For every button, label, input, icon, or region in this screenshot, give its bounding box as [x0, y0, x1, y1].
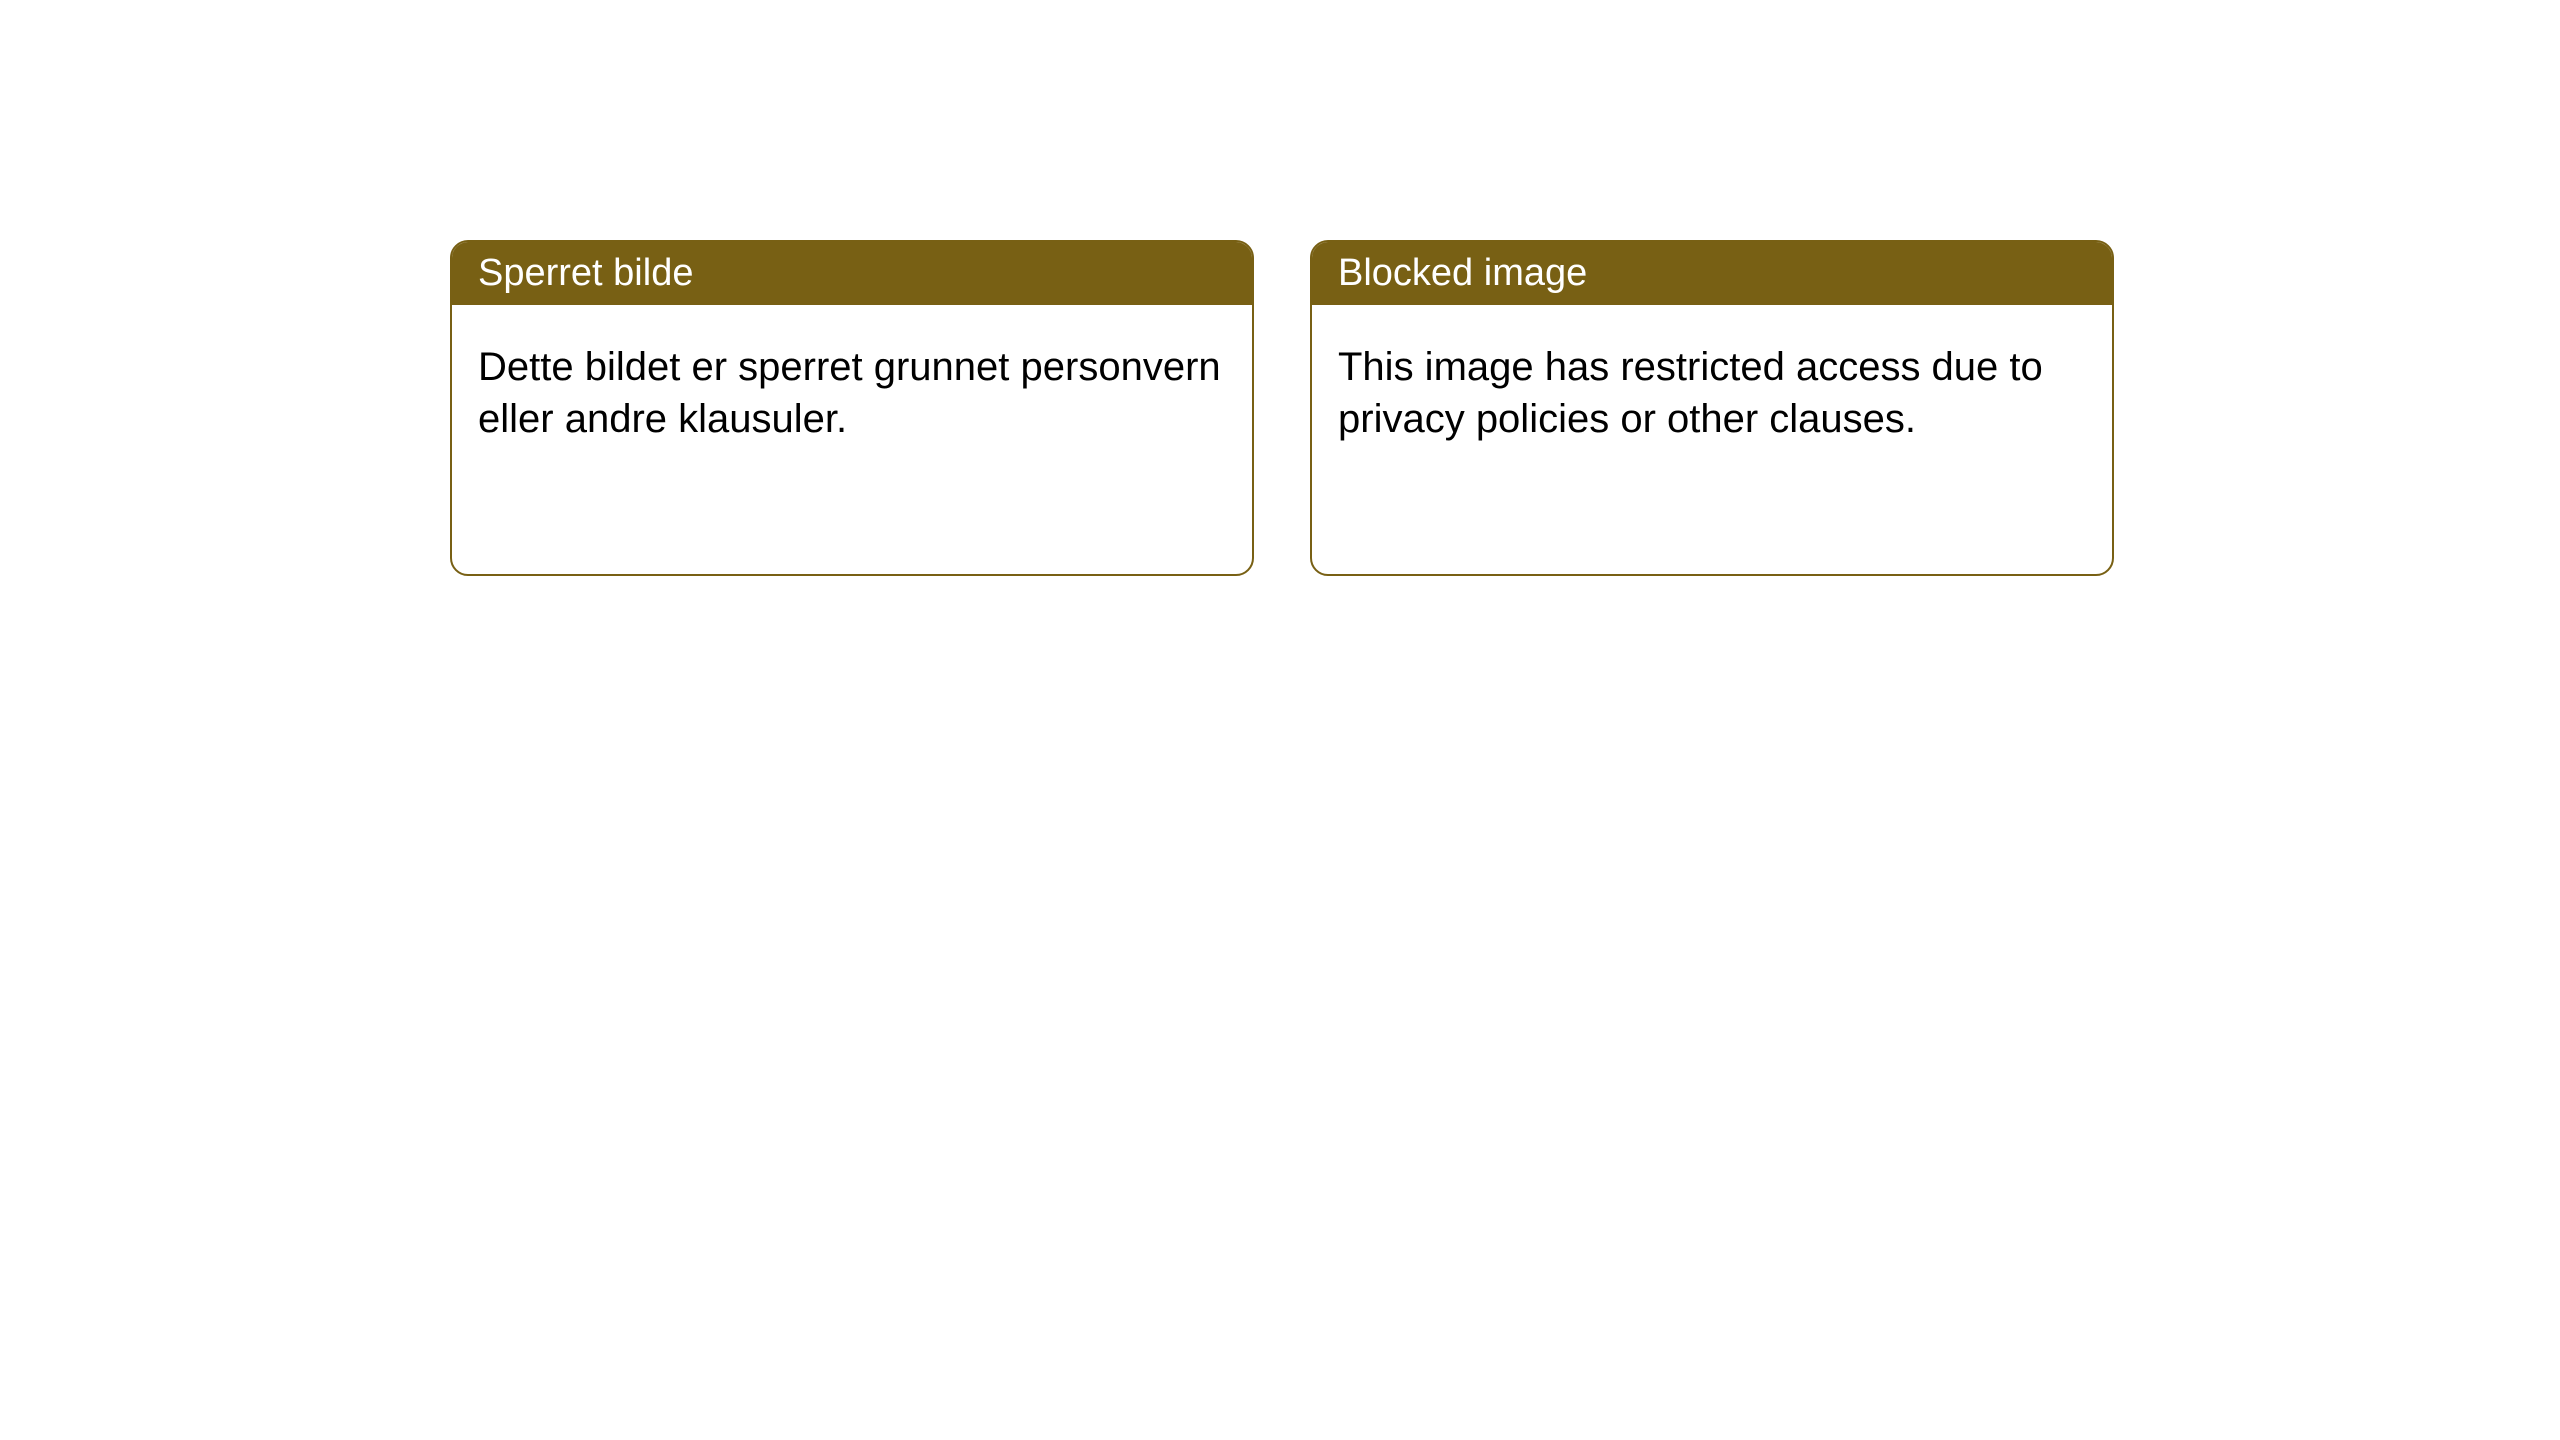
notice-container: Sperret bilde Dette bildet er sperret gr… [0, 0, 2560, 576]
notice-header: Sperret bilde [452, 242, 1252, 305]
notice-body: This image has restricted access due to … [1312, 305, 2112, 481]
notice-card-norwegian: Sperret bilde Dette bildet er sperret gr… [450, 240, 1254, 576]
notice-card-english: Blocked image This image has restricted … [1310, 240, 2114, 576]
notice-header: Blocked image [1312, 242, 2112, 305]
notice-body: Dette bildet er sperret grunnet personve… [452, 305, 1252, 481]
